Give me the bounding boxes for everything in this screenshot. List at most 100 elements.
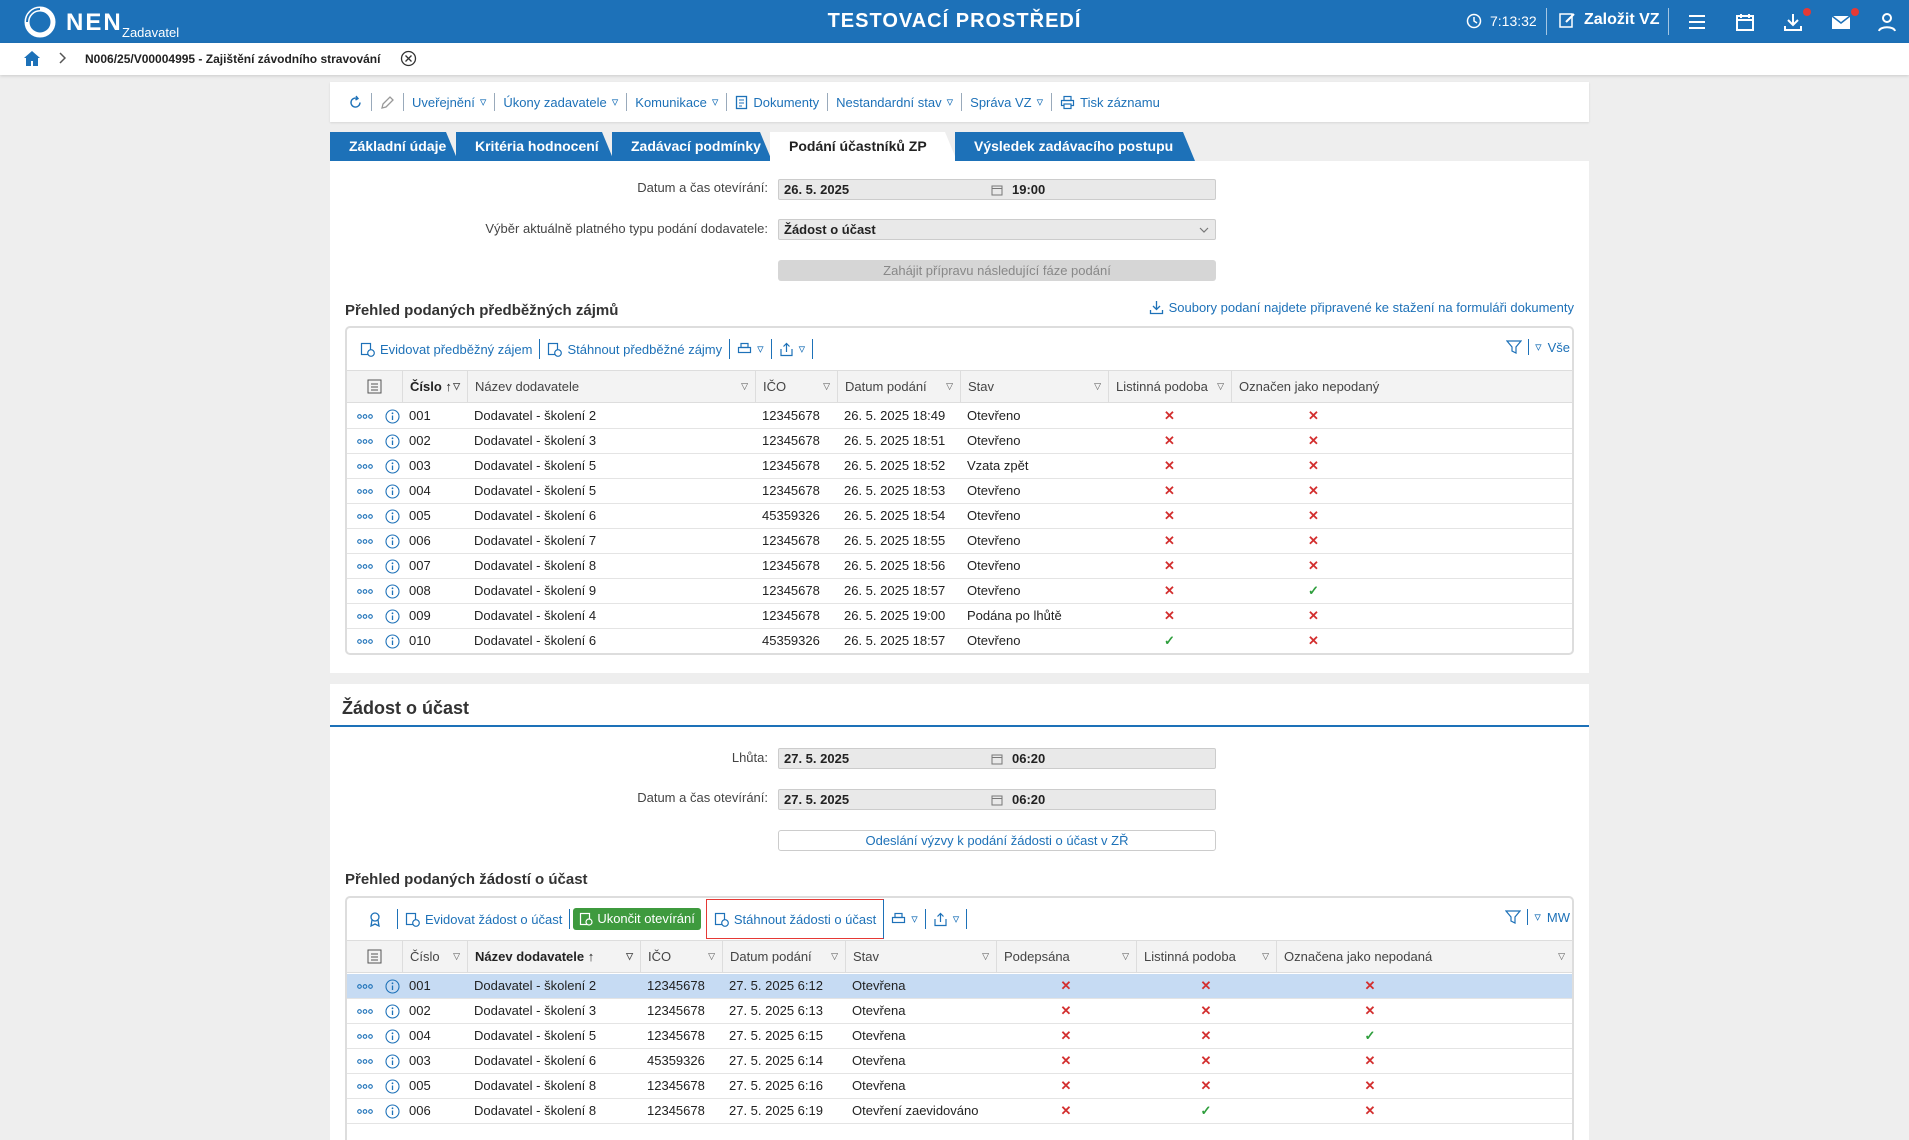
deadline-field[interactable]: 27. 5. 2025 06:20 [778, 748, 1216, 769]
table-row[interactable]: 010 Dodavatel - školení 6 45359326 26. 5. 2… [347, 629, 1572, 653]
info-icon[interactable] [385, 409, 400, 424]
download-expressions-button[interactable]: Stáhnout předběžné zájmy [540, 339, 731, 359]
chevron-down-icon[interactable]: ▽ [453, 381, 460, 391]
more-options-icon[interactable] [357, 414, 373, 419]
more-options-icon[interactable] [357, 489, 373, 494]
more-options-icon[interactable] [357, 1009, 373, 1014]
info-icon[interactable] [385, 1104, 400, 1119]
chevron-down-icon[interactable]: ▽ [626, 951, 633, 961]
menu-icon[interactable] [1686, 11, 1708, 33]
toolbar-menu-publication[interactable]: Uveřejnění ▿ [404, 93, 496, 111]
grid-print-button[interactable]: ▿ [730, 339, 772, 359]
opening-datetime-field[interactable]: 26. 5. 2025 19:00 [778, 179, 1216, 200]
info-icon[interactable] [385, 484, 400, 499]
more-options-icon[interactable] [357, 589, 373, 594]
filter-preset-label[interactable]: Vše [1547, 339, 1570, 355]
chevron-down-icon[interactable]: ▽ [1094, 381, 1101, 391]
grid-print-button[interactable]: ▿ [884, 909, 926, 929]
table-row[interactable]: 004 Dodavatel - školení 5 12345678 27. 5. 2… [347, 1024, 1572, 1049]
info-icon[interactable] [385, 1079, 400, 1094]
info-icon[interactable] [385, 634, 400, 649]
toolbar-menu-tender-management[interactable]: Správa VZ ▿ [962, 93, 1053, 111]
chevron-down-icon[interactable]: ▿ [1534, 909, 1541, 924]
more-options-icon[interactable] [357, 1084, 373, 1089]
chevron-down-icon[interactable]: ▿ [1535, 339, 1542, 354]
more-options-icon[interactable] [357, 1034, 373, 1039]
chevron-down-icon[interactable]: ▽ [1558, 951, 1565, 961]
column-header-supplier-name[interactable]: Název dodavatele ↑ ▽ [467, 941, 640, 972]
filter-icon[interactable] [1506, 339, 1523, 355]
opening-datetime-field[interactable]: 27. 5. 2025 06:20 [778, 789, 1216, 810]
toolbar-menu-nonstandard-state[interactable]: Nestandardní stav ▿ [828, 93, 963, 111]
table-row[interactable]: 006 Dodavatel - školení 8 12345678 27. 5. 2… [347, 1099, 1572, 1124]
more-options-icon[interactable] [357, 564, 373, 569]
mail-icon[interactable] [1830, 11, 1852, 33]
toolbar-print-record-button[interactable]: Tisk záznamu [1052, 93, 1168, 111]
more-options-icon[interactable] [357, 439, 373, 444]
add-expression-button[interactable]: Evidovat předběžný zájem [353, 339, 541, 359]
files-download-link[interactable]: Soubory podaní najdete připravené ke sta… [1149, 300, 1574, 315]
column-settings-button[interactable] [347, 371, 402, 402]
table-row[interactable]: 002 Dodavatel - školení 3 12345678 26. 5. 2… [347, 429, 1572, 454]
table-row[interactable]: 006 Dodavatel - školení 7 12345678 26. 5. 2… [347, 529, 1572, 554]
more-options-icon[interactable] [357, 1059, 373, 1064]
table-row[interactable]: 005 Dodavatel - školení 6 45359326 26. 5. 2… [347, 504, 1572, 529]
info-icon[interactable] [385, 509, 400, 524]
table-row[interactable]: 009 Dodavatel - školení 4 12345678 26. 5. 2… [347, 604, 1572, 629]
tab-procedure-result[interactable]: Výsledek zadávacího postupu [955, 132, 1195, 161]
more-options-icon[interactable] [357, 1109, 373, 1114]
info-icon[interactable] [385, 1029, 400, 1044]
column-settings-button[interactable] [347, 941, 402, 972]
table-row[interactable]: 004 Dodavatel - školení 5 12345678 26. 5. 2… [347, 479, 1572, 504]
edit-button[interactable] [372, 93, 404, 111]
column-header-state[interactable]: Stav ▽ [845, 941, 996, 972]
tab-basic-info[interactable]: Základní údaje [330, 132, 458, 161]
info-icon[interactable] [385, 584, 400, 599]
info-icon[interactable] [385, 1054, 400, 1069]
tab-participant-submissions[interactable]: Podání účastníků ZP [770, 132, 957, 161]
chevron-down-icon[interactable]: ▽ [1262, 951, 1269, 961]
column-header-paper-form[interactable]: Listinná podoba ▽ [1136, 941, 1276, 972]
tab-evaluation-criteria[interactable]: Kritéria hodnocení [456, 132, 614, 161]
table-row[interactable]: 008 Dodavatel - školení 9 12345678 26. 5. 2… [347, 579, 1572, 604]
chevron-down-icon[interactable]: ▽ [946, 381, 953, 391]
chevron-down-icon[interactable]: ▽ [982, 951, 989, 961]
chevron-down-icon[interactable]: ▽ [831, 951, 838, 961]
filter-icon[interactable] [1505, 909, 1522, 925]
info-icon[interactable] [385, 559, 400, 574]
toolbar-menu-communication[interactable]: Komunikace ▿ [627, 93, 728, 111]
grid-export-button[interactable]: ▿ [926, 909, 968, 929]
toolbar-documents-button[interactable]: Dokumenty [727, 93, 829, 111]
column-header-ico[interactable]: IČO ▽ [640, 941, 722, 972]
tab-tender-conditions[interactable]: Zadávací podmínky [612, 132, 772, 161]
table-row[interactable]: 003 Dodavatel - školení 5 12345678 26. 5. 2… [347, 454, 1572, 479]
info-icon[interactable] [385, 1004, 400, 1019]
table-row[interactable]: 003 Dodavatel - školení 6 45359326 27. 5. 2… [347, 1049, 1572, 1074]
chevron-down-icon[interactable]: ▽ [1217, 381, 1224, 391]
column-header-number[interactable]: Číslo ▽ [402, 941, 467, 972]
chevron-down-icon[interactable]: ▽ [823, 381, 830, 391]
add-request-button[interactable]: Evidovat žádost o účast [398, 909, 571, 929]
nen-logo-icon[interactable] [24, 6, 56, 38]
chevron-down-icon[interactable]: ▽ [453, 951, 460, 961]
end-opening-button[interactable]: Ukončit otevírání [573, 908, 701, 930]
download-icon[interactable] [1782, 11, 1804, 33]
column-header-submission-date[interactable]: Datum podání ▽ [837, 371, 960, 402]
create-tender-button[interactable]: Založit VZ [1558, 11, 1660, 29]
table-row[interactable]: 005 Dodavatel - školení 8 12345678 27. 5. 2… [347, 1074, 1572, 1099]
info-icon[interactable] [385, 459, 400, 474]
home-icon[interactable] [23, 50, 41, 67]
info-icon[interactable] [385, 609, 400, 624]
column-header-state[interactable]: Stav ▽ [960, 371, 1108, 402]
info-icon[interactable] [385, 979, 400, 994]
chevron-down-icon[interactable]: ▽ [708, 951, 715, 961]
column-header-supplier-name[interactable]: Název dodavatele ▽ [467, 371, 755, 402]
column-header-submission-date[interactable]: Datum podání ▽ [722, 941, 845, 972]
column-header-marked-unsubmitted[interactable]: Označen jako nepodaný [1231, 371, 1572, 402]
more-options-icon[interactable] [357, 514, 373, 519]
more-options-icon[interactable] [357, 639, 373, 644]
calendar-icon[interactable] [991, 794, 1003, 806]
table-row[interactable]: 002 Dodavatel - školení 3 12345678 27. 5. 2… [347, 999, 1572, 1024]
more-options-icon[interactable] [357, 614, 373, 619]
refresh-button[interactable] [340, 93, 372, 111]
